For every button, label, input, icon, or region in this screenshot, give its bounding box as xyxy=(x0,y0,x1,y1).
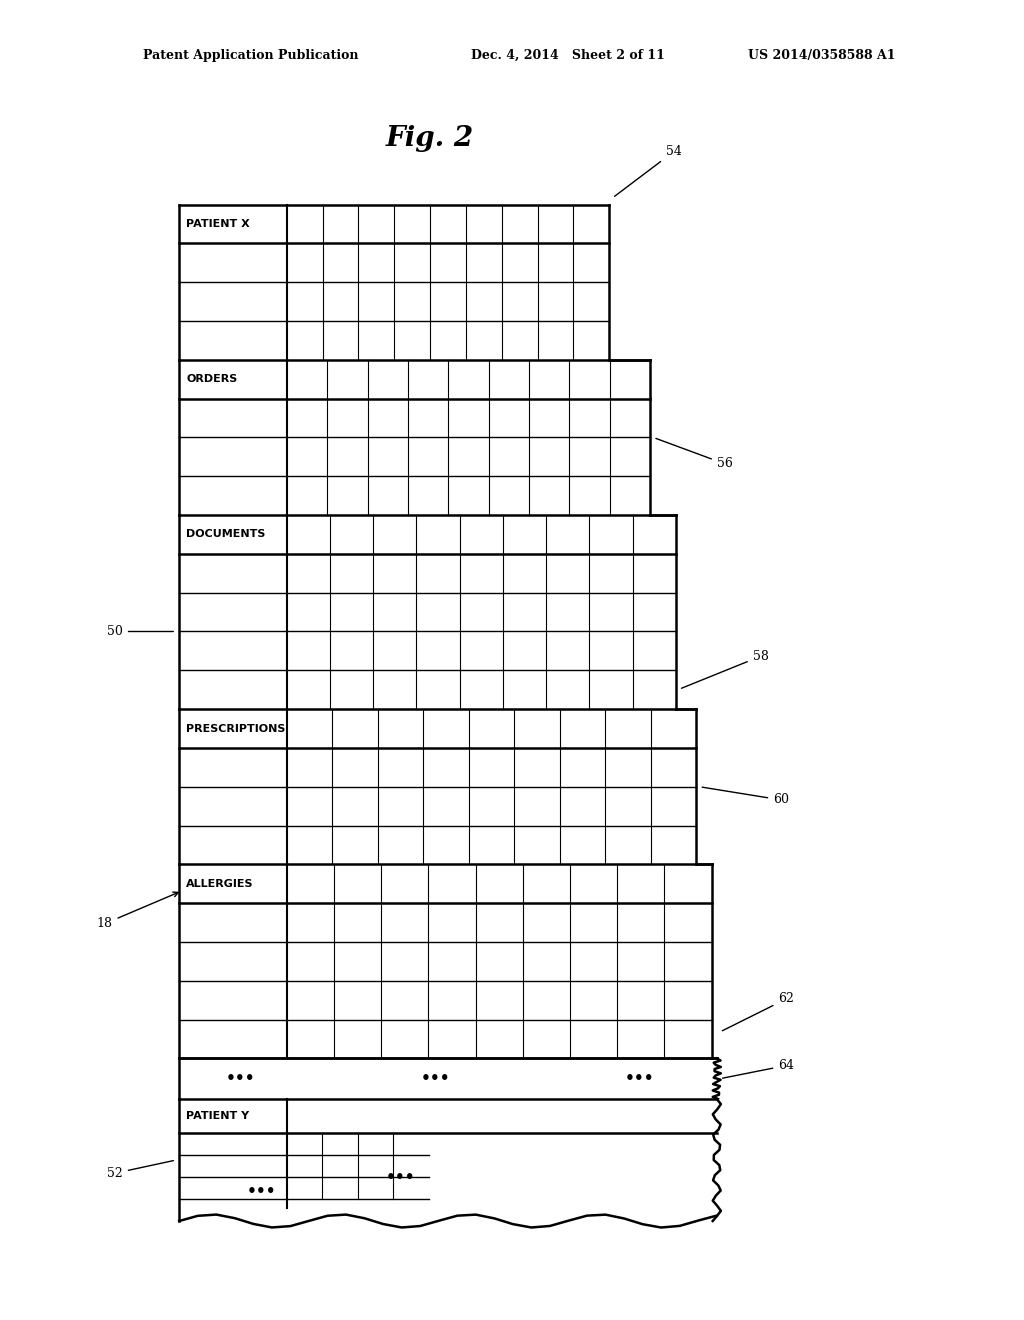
Text: PATIENT Y: PATIENT Y xyxy=(186,1111,250,1121)
Text: Patent Application Publication: Patent Application Publication xyxy=(143,49,358,62)
Text: 52: 52 xyxy=(108,1160,173,1180)
Text: ALLERGIES: ALLERGIES xyxy=(186,879,254,888)
Text: 60: 60 xyxy=(702,787,790,807)
Text: Fig. 2: Fig. 2 xyxy=(386,125,474,152)
Text: 50: 50 xyxy=(106,624,173,638)
Text: •••: ••• xyxy=(385,1170,415,1184)
Text: ORDERS: ORDERS xyxy=(186,375,238,384)
Text: •••: ••• xyxy=(626,1072,654,1086)
Text: •••: ••• xyxy=(226,1072,255,1086)
Text: •••: ••• xyxy=(421,1072,450,1086)
Text: DOCUMENTS: DOCUMENTS xyxy=(186,529,266,540)
Text: 64: 64 xyxy=(723,1059,795,1078)
Text: 54: 54 xyxy=(614,145,682,197)
Text: 62: 62 xyxy=(722,993,795,1031)
Text: Dec. 4, 2014   Sheet 2 of 11: Dec. 4, 2014 Sheet 2 of 11 xyxy=(471,49,665,62)
Text: 56: 56 xyxy=(656,438,733,470)
Text: •••: ••• xyxy=(247,1184,275,1200)
Text: US 2014/0358588 A1: US 2014/0358588 A1 xyxy=(748,49,895,62)
Text: 58: 58 xyxy=(682,649,769,688)
Text: PRESCRIPTIONS: PRESCRIPTIONS xyxy=(186,723,286,734)
Text: PATIENT X: PATIENT X xyxy=(186,219,250,228)
Text: 18: 18 xyxy=(96,892,178,931)
